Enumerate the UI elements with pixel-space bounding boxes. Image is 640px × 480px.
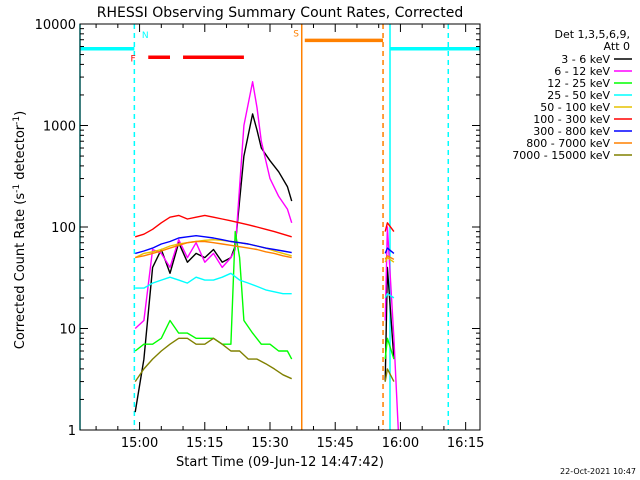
plot-area [80, 24, 480, 430]
series-line-8-1 [384, 368, 395, 382]
y-tick-label-2: 100 [51, 221, 76, 236]
series-line-5-0 [134, 214, 292, 238]
x-axis-label: Start Time (09-Jun-12 14:47:42) [176, 455, 384, 470]
series-line-8-0 [134, 337, 292, 382]
series-line-1-0 [134, 80, 293, 330]
legend-header-0: Det 1,3,5,6,9, [554, 28, 630, 41]
series-line-1-1 [384, 226, 399, 431]
timestamp: 22-Oct-2021 10:47 [560, 467, 636, 476]
legend-label-2: 12 - 25 keV [547, 77, 610, 90]
series-line-2-1 [384, 337, 395, 360]
series-line-7-1 [384, 255, 395, 261]
chart-title: RHESSI Observing Summary Count Rates, Co… [97, 5, 463, 21]
series-line-5-1 [384, 222, 395, 233]
series-line-3-0 [135, 272, 292, 295]
flag-bars: F N S [80, 30, 480, 64]
legend-label-7: 800 - 7000 keV [526, 137, 610, 150]
series-line-6-1 [384, 247, 395, 254]
legend-label-6: 300 - 800 keV [533, 125, 610, 138]
legend-label-1: 6 - 12 keV [554, 65, 610, 78]
legend-label-4: 50 - 100 keV [540, 101, 610, 114]
flag-label-1: N [142, 31, 149, 41]
legend-label-5: 100 - 300 keV [533, 113, 610, 126]
x-tick-label-4: 16:00 [382, 436, 419, 451]
flag-label-0: F [130, 54, 135, 64]
legend-header-1: Att 0 [604, 40, 630, 53]
y-axis-label: Corrected Count Rate (s-1 detector-1) [12, 111, 28, 349]
x-tick-label-3: 15:45 [316, 436, 353, 451]
x-tick-label-0: 15:00 [121, 436, 158, 451]
legend-label-8: 7000 - 15000 keV [512, 149, 610, 162]
series-line-6-0 [135, 234, 292, 255]
x-tick-label-2: 15:30 [251, 436, 288, 451]
series-line-3-1 [384, 293, 395, 299]
flag-label-2: S [293, 30, 299, 40]
y-tick-label-0: 1 [68, 424, 76, 439]
plot-background [80, 24, 480, 430]
legend-label-0: 3 - 6 keV [561, 53, 610, 66]
series-line-0-1 [384, 266, 395, 382]
data-series [134, 80, 399, 431]
y-tick-label-4: 10000 [35, 18, 76, 33]
series-line-7-0 [135, 240, 292, 259]
y-tick-label-1: 10 [59, 323, 76, 338]
axes: 1 10 100 1000 10000 15:00 15:15 15:30 15:45 16:00… [35, 18, 485, 451]
series-line-4-1 [384, 256, 395, 263]
x-tick-label-1: 15:15 [186, 436, 223, 451]
legend-label-3: 25 - 50 keV [547, 89, 610, 102]
x-tick-label-5: 16:15 [447, 436, 484, 451]
y-tick-label-3: 1000 [43, 120, 76, 135]
